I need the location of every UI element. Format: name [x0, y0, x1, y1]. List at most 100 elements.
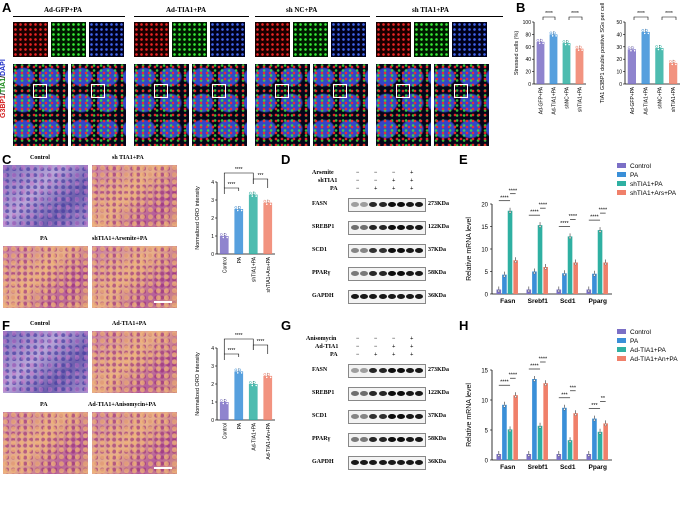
- condition-label: Anisomycin: [306, 336, 337, 342]
- bar-Pparg-0: [586, 454, 592, 460]
- blot-band: [351, 202, 359, 207]
- blot-band: [397, 460, 405, 465]
- a-if-tile-3-0: [376, 22, 411, 57]
- data-point: [568, 440, 572, 443]
- data-point: [269, 202, 273, 206]
- sig-label: ****: [590, 215, 599, 221]
- sig-label: ****: [599, 208, 608, 214]
- blot-protein-label: SCD1: [312, 413, 328, 419]
- x-tick-label: Ad-GFP+PA: [630, 86, 636, 114]
- a-header-2: Ad-TIA1+PA: [166, 6, 207, 14]
- legend-swatch-2: [617, 181, 626, 186]
- data-point: [236, 371, 240, 375]
- bar-Scd1-2: [567, 440, 573, 460]
- data-point: [660, 48, 664, 51]
- blot-band: [406, 225, 415, 230]
- blot-protein-label: FASN: [312, 201, 328, 207]
- data-point: [563, 273, 566, 277]
- data-point: [508, 211, 512, 214]
- y-tick-label: 0: [211, 252, 214, 258]
- bar-Pparg-3: [603, 423, 608, 460]
- bar-2: [562, 43, 571, 84]
- condition-sign: −: [356, 344, 360, 350]
- data-point: [220, 233, 223, 236]
- blot-band: [397, 225, 405, 230]
- blot-band: [406, 460, 415, 465]
- y-tick-label: 2: [211, 216, 214, 222]
- data-point: [234, 368, 238, 372]
- panel-label-a: A: [2, 0, 12, 15]
- y-tick-label: 5: [485, 429, 489, 435]
- legend-label-1: PA: [630, 172, 639, 179]
- f-scale-bar: [154, 467, 172, 469]
- y-tick-label: 4: [211, 180, 214, 186]
- blot-band: [351, 294, 359, 299]
- blot-band: [415, 294, 424, 299]
- blot-size-label: 36KDa: [428, 459, 446, 465]
- y-tick-label: 20: [616, 57, 622, 63]
- data-point: [238, 368, 242, 372]
- data-point: [568, 236, 572, 240]
- sig-label: ****: [500, 195, 509, 201]
- blot-band: [415, 202, 424, 207]
- data-point: [544, 267, 547, 270]
- data-point: [672, 60, 676, 63]
- y-tick-label: 0: [619, 82, 622, 88]
- bar-Pparg-3: [603, 262, 608, 294]
- data-point: [574, 262, 577, 266]
- sig-label: ****: [228, 348, 236, 354]
- data-point: [658, 45, 662, 48]
- sig-label: ****: [539, 203, 548, 209]
- bar-2: [655, 48, 664, 84]
- bar-Pparg-1: [592, 273, 597, 294]
- blot-band: [369, 271, 378, 276]
- y-tick-label: 3: [211, 364, 214, 370]
- a-header-line-2: [134, 16, 249, 17]
- blot-band: [415, 271, 424, 276]
- sig-label: **: [601, 396, 606, 402]
- data-point: [267, 199, 271, 203]
- panel-label-g: G: [281, 318, 292, 333]
- x-tick-label: shTIA1+PA: [578, 86, 584, 112]
- x-tick-label: Ad-TIA1+PA: [251, 422, 257, 450]
- blot-band: [387, 391, 396, 396]
- sig-label: ****: [530, 210, 539, 216]
- blot-band: [351, 271, 359, 276]
- sig-label: ***: [570, 385, 577, 391]
- blot-band: [387, 271, 396, 276]
- blot-band: [397, 368, 405, 373]
- blot-size-label: 36KDa: [428, 293, 446, 299]
- y-axis-label: Relative mRNA level: [466, 217, 473, 281]
- a-header-line-1: [13, 16, 125, 17]
- sig-label: ****: [569, 214, 578, 220]
- blot-band: [378, 271, 387, 276]
- y-tick-label: 0: [485, 293, 489, 299]
- x-tick-label: shTIA1+PA: [251, 256, 257, 282]
- f-label-control: Control: [30, 321, 50, 327]
- y-tick-label: 50: [616, 20, 622, 26]
- condition-sign: −: [374, 336, 378, 342]
- legend-label-3: Ad-TIA1+An+PA: [630, 356, 678, 363]
- blot-membrane: [348, 267, 426, 281]
- a-inset-box: [33, 84, 47, 98]
- data-point: [629, 49, 633, 53]
- bar-1: [641, 31, 650, 85]
- blot-band: [387, 437, 396, 442]
- legend-label-1: PA: [630, 338, 639, 345]
- sig-label: ***: [591, 403, 598, 409]
- blot-band: [360, 368, 369, 373]
- blot-band: [351, 437, 359, 442]
- blot-band: [387, 248, 396, 253]
- a-inset-box: [275, 84, 289, 98]
- bar-Scd1-0: [556, 454, 562, 460]
- sig-bracket: [252, 178, 269, 188]
- data-point: [225, 402, 229, 405]
- blot-band: [387, 225, 396, 230]
- blot-protein-label: SREBP1: [312, 224, 335, 230]
- data-point: [645, 29, 648, 32]
- data-point: [669, 60, 672, 63]
- blot-membrane: [348, 456, 426, 470]
- blot-band: [406, 202, 415, 207]
- blot-band: [415, 414, 424, 419]
